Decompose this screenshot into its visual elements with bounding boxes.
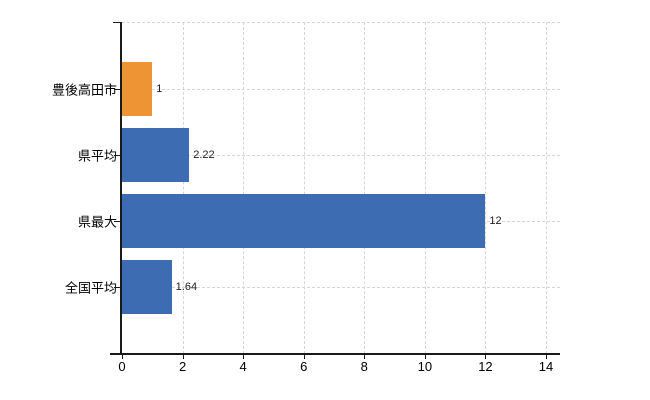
v-gridline-6 [303,22,305,354]
v-gridline-14 [546,22,547,354]
x-tick-label-4: 4 [239,359,247,374]
plot-area [122,22,560,354]
bar-0 [122,62,153,116]
x-tick-8 [364,355,366,359]
x-tick-12 [485,355,487,359]
category-tick-2 [114,221,121,222]
bar-3 [122,260,172,314]
x-tick-label-14: 14 [538,359,554,374]
category-label-3: 全国平均 [64,280,117,296]
v-gridline-12 [485,22,487,354]
category-tick-0 [114,89,121,90]
x-tick-14 [546,355,547,359]
value-label-2: 12 [489,215,502,227]
bar-1 [122,128,190,182]
x-tick-label-2: 2 [178,359,187,374]
value-label-1: 2.22 [193,149,215,161]
category-tick-3 [114,287,121,288]
x-tick-label-8: 8 [360,359,368,374]
y-axis-top-tick [113,22,121,23]
value-label-0: 1 [156,83,163,95]
plot-top-border [122,22,560,23]
x-axis-line [110,353,560,355]
h-gridline-3 [122,287,560,288]
x-tick-6 [303,355,305,359]
y-axis-line [120,22,122,355]
category-label-2: 県最大 [77,214,117,230]
x-tick-label-0: 0 [118,359,126,374]
x-tick-4 [243,355,245,359]
x-tick-10 [424,355,426,359]
v-gridline-10 [424,22,426,354]
category-label-1: 県平均 [77,148,117,164]
v-gridline-8 [364,22,366,354]
x-tick-label-10: 10 [417,359,433,374]
bar-2 [122,194,486,248]
x-tick-0 [122,355,123,359]
v-gridline-4 [243,22,245,354]
h-gridline-0 [122,89,560,90]
v-gridline-2 [182,22,184,354]
x-tick-label-6: 6 [300,359,308,374]
h-gridline-1 [122,155,560,156]
x-tick-2 [182,355,184,359]
value-label-3: 1.64 [175,281,198,293]
x-tick-label-12: 12 [478,359,493,374]
category-tick-1 [114,155,121,156]
category-label-0: 豊後高田市 [51,82,117,98]
